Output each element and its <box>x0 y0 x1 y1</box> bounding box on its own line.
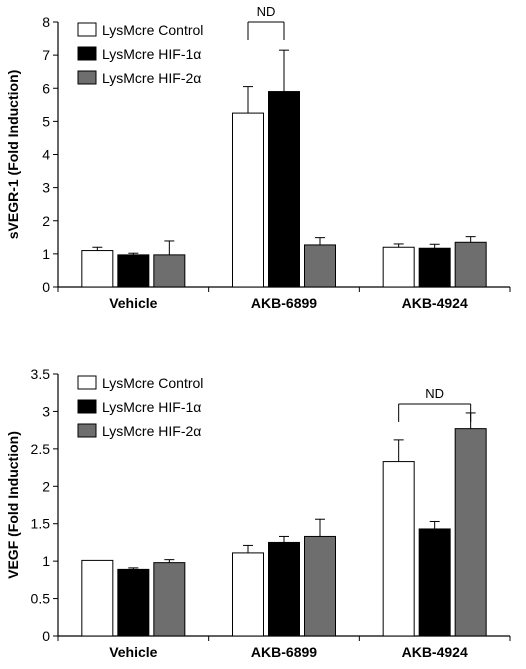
y-tick-label: 1 <box>42 246 50 262</box>
y-tick-label: 3.5 <box>31 366 51 382</box>
legend-label: LysMcre HIF-1α <box>102 399 201 415</box>
y-tick-label: 2 <box>42 478 50 494</box>
category-label: AKB-6899 <box>251 644 317 660</box>
annotation-label: ND <box>425 386 444 401</box>
bar <box>81 250 114 288</box>
bar <box>81 559 114 637</box>
bar <box>268 541 300 637</box>
significance-bracket: ND <box>398 386 472 422</box>
category-label: Vehicle <box>109 644 157 660</box>
bar <box>382 461 415 637</box>
annotation-label: ND <box>257 4 276 19</box>
y-tick-label: 0 <box>42 279 50 295</box>
y-tick-label: 8 <box>42 14 50 30</box>
legend-swatch <box>77 375 97 390</box>
y-tick-label: 0 <box>42 628 50 644</box>
bar <box>382 246 415 288</box>
bar <box>153 562 186 637</box>
legend-label: LysMcre HIF-2α <box>102 423 201 439</box>
legend-label: LysMcre Control <box>102 22 203 38</box>
y-tick-label: 2.5 <box>31 441 51 457</box>
legend-swatch <box>77 423 97 438</box>
bar <box>117 568 150 637</box>
chart-panel-1: 0 1 2 3 4 5 6 7 8 Vehicle AKB-6899 AKB-4924 ND LysMcr… <box>5 4 511 311</box>
legend-label: LysMcre HIF-2α <box>102 70 201 86</box>
bar <box>418 528 451 637</box>
category-label: AKB-6899 <box>251 295 317 311</box>
chart-panel-2: 0 0.5 1 1.5 2 2.5 3 3.5 Vehicle AKB-6899 AKB-4924 N… <box>5 366 511 660</box>
bar <box>117 254 150 288</box>
bar <box>232 552 264 637</box>
significance-bracket: ND <box>247 4 285 40</box>
y-tick-label: 3 <box>42 403 50 419</box>
y-tick-label: 2 <box>42 213 50 229</box>
y-tick-label: 5 <box>42 113 50 129</box>
y-tick-label: 1 <box>42 553 50 569</box>
y-tick-label: 0.5 <box>31 591 51 607</box>
y-tick-label: 6 <box>42 80 50 96</box>
y-tick-label: 4 <box>42 147 50 163</box>
y-tick-label: 7 <box>42 47 50 63</box>
bar <box>304 535 336 637</box>
legend-swatch <box>77 46 97 61</box>
legend: LysMcre Control LysMcre HIF-1α LysMcre HIF… <box>77 375 203 439</box>
legend-label: LysMcre Control <box>102 375 203 391</box>
bar <box>454 241 487 288</box>
category-label: AKB-4924 <box>402 295 468 311</box>
bar <box>304 244 336 288</box>
legend-swatch <box>77 399 97 414</box>
bar <box>418 247 451 288</box>
legend-label: LysMcre HIF-1α <box>102 46 201 62</box>
y-tick-label: 1.5 <box>31 516 51 532</box>
legend-swatch <box>77 70 97 85</box>
legend: LysMcre Control LysMcre HIF-1α LysMcre HIF… <box>77 22 203 86</box>
category-label: Vehicle <box>109 295 157 311</box>
y-tick-label: 3 <box>42 180 50 196</box>
bar <box>454 428 487 637</box>
y-axis-title: sVEGR-1 (Fold Induction) <box>5 70 21 240</box>
bar <box>232 112 264 288</box>
legend-swatch <box>77 22 97 37</box>
y-axis-title: VEGF (Fold Induction) <box>5 431 21 579</box>
bar <box>268 91 300 288</box>
bar <box>153 254 186 288</box>
category-label: AKB-4924 <box>402 644 468 660</box>
